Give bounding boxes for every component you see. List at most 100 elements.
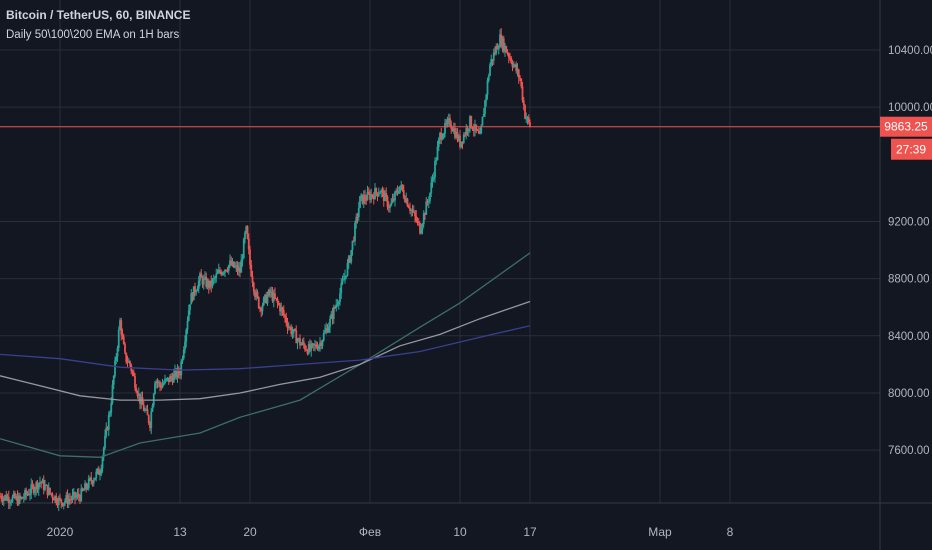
candle-body <box>424 213 426 215</box>
candle-body <box>280 307 283 312</box>
candle-body <box>36 482 39 490</box>
candle-body <box>517 69 520 78</box>
candle-body <box>515 64 518 72</box>
candle-body <box>62 502 65 506</box>
candle-body <box>516 69 519 72</box>
candle-body <box>177 368 180 374</box>
candle-body <box>390 202 393 206</box>
series-ema-50 <box>0 252 531 458</box>
chart-title: Bitcoin / TetherUS, 60, BINANCE <box>6 8 191 22</box>
candle-body <box>181 358 184 362</box>
candle-body <box>15 496 18 499</box>
candle-body <box>0 495 3 500</box>
candle-body <box>182 349 185 359</box>
candle-body <box>455 131 458 138</box>
candle-body <box>221 272 224 275</box>
candle-body <box>407 206 410 209</box>
candle-body <box>219 270 221 272</box>
candle-body <box>286 323 289 328</box>
candle-body <box>446 120 449 124</box>
candle-body <box>470 116 473 128</box>
candle-body <box>501 38 504 47</box>
candle-body <box>310 343 313 351</box>
candle-body <box>399 185 401 193</box>
candle-body <box>49 487 51 494</box>
candle-body <box>352 240 355 242</box>
candle-body <box>526 117 529 119</box>
candle-body <box>370 194 373 200</box>
candle-body <box>141 397 144 406</box>
candle-body <box>486 80 489 95</box>
candle-body <box>65 495 68 501</box>
y-tick-label: 8400.00 <box>888 331 930 343</box>
candle-body <box>114 360 116 376</box>
candle-body <box>127 361 130 363</box>
candle-body <box>131 371 134 373</box>
candle-body <box>19 495 21 499</box>
candle-body <box>110 402 113 413</box>
candle-body <box>491 59 494 61</box>
candle-body <box>260 308 263 312</box>
countdown-label: 27:39 <box>896 143 926 157</box>
candle-body <box>401 184 404 191</box>
candle-body <box>314 344 316 346</box>
y-tick-label: 10000.00 <box>888 102 932 114</box>
candle-body <box>385 193 388 197</box>
candle-body <box>480 125 483 134</box>
candle-body <box>414 211 416 217</box>
candle-body <box>180 361 183 376</box>
candle-body <box>31 484 34 486</box>
candle-body <box>507 53 510 58</box>
candle-body <box>252 282 255 292</box>
candle-body <box>84 483 86 491</box>
candle-body <box>166 377 169 379</box>
candle-body <box>40 482 43 484</box>
candle-body <box>347 256 350 264</box>
candle-body <box>29 493 31 496</box>
candle-body <box>400 184 403 186</box>
candle-body <box>382 190 385 202</box>
candle-body <box>20 497 23 499</box>
candle-body <box>281 307 284 311</box>
candle-body <box>326 328 329 333</box>
candle-body <box>199 273 201 281</box>
candle-body <box>339 293 341 303</box>
candle-body <box>472 129 475 131</box>
candle-body <box>397 192 400 194</box>
candle-body <box>169 376 171 383</box>
candle-body <box>462 134 465 143</box>
candle-body <box>30 484 33 494</box>
candle-body <box>311 343 314 345</box>
candle-body <box>240 260 243 273</box>
candle-body <box>164 379 166 384</box>
candle-body <box>81 488 84 491</box>
candle-body <box>411 209 414 212</box>
candle-body <box>197 280 200 289</box>
candle-body <box>41 479 44 484</box>
candle-body <box>79 496 81 501</box>
candle-body <box>254 291 256 298</box>
candle-body <box>341 280 344 284</box>
candle-body <box>135 387 138 393</box>
candle-body <box>402 190 405 198</box>
candle-body <box>105 427 108 436</box>
candle-body <box>444 123 446 134</box>
candle-body <box>236 265 239 272</box>
candle-body <box>70 499 73 501</box>
candle-body <box>410 209 413 211</box>
candle-body <box>134 375 136 388</box>
candle-body <box>271 291 274 302</box>
candle-body <box>445 123 448 125</box>
chart-subtitle: Daily 50\100\200 EMA on 1H bars <box>6 29 180 41</box>
candle-body <box>266 295 269 304</box>
candle-body <box>139 393 141 404</box>
countdown-badge <box>891 138 932 160</box>
candle-body <box>124 344 126 353</box>
candle-body <box>481 116 484 126</box>
candle-body <box>72 492 75 495</box>
candle-body <box>360 194 363 197</box>
candle-body <box>102 447 105 457</box>
candle-body <box>304 345 306 350</box>
candle-body <box>405 198 408 202</box>
